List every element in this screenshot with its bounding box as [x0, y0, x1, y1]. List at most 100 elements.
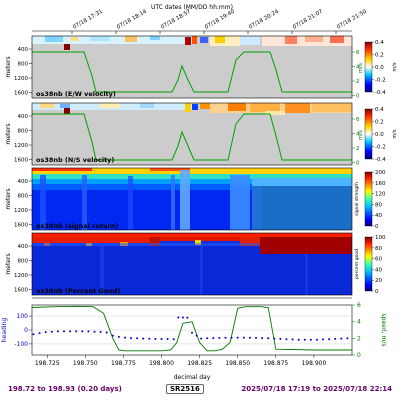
heading-point [56, 330, 59, 333]
top-tick-label: 07/18 17:31 [72, 9, 104, 31]
heading-point [200, 337, 203, 340]
heading-point [248, 336, 251, 339]
colorbar-2-label: m/s [392, 129, 398, 139]
x-tick-label: 198.900 [301, 360, 326, 367]
panel-1-speed-label: m/s [358, 63, 364, 73]
heading-tick-label: 0 [24, 327, 28, 334]
heading-point [181, 316, 184, 319]
heading-point [191, 331, 193, 334]
depth-tick-label: 400 [18, 179, 29, 185]
heading-point [273, 337, 276, 340]
speed-tick-label: 0 [356, 94, 360, 100]
heading-axis-label: heading [1, 318, 8, 342]
heading-point [291, 338, 294, 341]
speed-tick-label: 4 [356, 65, 360, 71]
panel-4-depth-axis: 400 800 1200 1600 [14, 244, 32, 294]
heading-point [297, 338, 300, 341]
depth-tick-label: 1600 [14, 288, 28, 294]
colorbar-3 [364, 171, 373, 227]
heading-tick-label: 100 [17, 313, 29, 320]
heading-point [117, 335, 120, 338]
colorbar-3-label: signal strength [354, 182, 360, 216]
heading-point [32, 333, 35, 336]
panel-2-depth-axis: 400 800 1200 1600 [14, 114, 32, 164]
heading-point [218, 336, 221, 339]
heading-points [32, 316, 349, 341]
colorbar-tick-label: 60 [375, 257, 382, 263]
colorbar-tick-label: 200 [375, 170, 386, 176]
heading-point [316, 338, 318, 341]
colorbar-2-ticks: 0.4 0.2 0.0 -0.2 -0.4 [372, 107, 386, 163]
panel-3-label: os38nb (signal return) [36, 222, 118, 230]
heading-point [63, 330, 65, 333]
heading-point [93, 330, 96, 333]
heading-point [105, 331, 108, 334]
heading-point [130, 337, 132, 340]
depth-tick-label: 1600 [14, 91, 28, 97]
colorbar-tick-label: 80 [375, 246, 382, 252]
heading-axis-ticks: 100 0 -100 [14, 313, 32, 348]
panel-3-depth-label: meters [5, 188, 12, 209]
heading-point [230, 336, 233, 339]
depth-tick-label: 400 [18, 114, 29, 120]
panel-2-speed-axis: 6 4 2 0 [352, 117, 360, 167]
colorbar-1-ticks: 0.4 0.2 0.0 -0.2 -0.4 [372, 40, 386, 96]
x-tick-label: 198.725 [35, 360, 60, 367]
speed-tick-label: 4 [357, 319, 361, 326]
speed-tick-label: 4 [356, 132, 360, 138]
speed-tick-label: 0 [356, 161, 360, 167]
panel-1-label: os38nb (E/W velocity) [36, 90, 116, 98]
colorbar-3-ticks: 200 160 120 80 40 0 [372, 170, 386, 230]
heading-point [177, 316, 180, 319]
heading-point [111, 334, 114, 337]
speed-axis-ticks: 6 4 2 0 [352, 302, 361, 359]
colorbar-1-label: m/s [392, 62, 398, 72]
cruise-id-button[interactable]: SR2516 [166, 384, 204, 394]
heading-point [236, 336, 239, 339]
panel-ns-velocity: os38nb (N/S velocity) 400 800 1200 1600 met… [5, 102, 398, 167]
depth-tick-label: 1600 [14, 158, 28, 164]
heading-point [285, 338, 288, 341]
depth-tick-label: 800 [18, 259, 29, 265]
heading-point [242, 336, 245, 339]
speed-tick-label: 0 [357, 352, 361, 359]
x-tick-label: 198.850 [225, 360, 250, 367]
speed-line [32, 305, 352, 352]
x-tick-label: 198.775 [111, 360, 136, 367]
depth-tick-label: 1200 [14, 143, 28, 149]
chart-title: UTC dates (MM/DD hh:mm) [151, 4, 233, 11]
colorbar-2 [364, 108, 373, 160]
colorbar-tick-label: 40 [375, 267, 382, 273]
panel-1-speed-axis: 6 4 2 0 [352, 50, 360, 100]
colorbar-tick-label: 0.0 [375, 65, 384, 71]
heading-point [99, 330, 102, 333]
colorbar-tick-label: 0.0 [375, 132, 384, 138]
colorbar-tick-label: -0.2 [375, 78, 386, 84]
heading-point [142, 337, 145, 340]
panel-3-depth-axis: 400 800 1200 1600 [14, 179, 32, 229]
heading-point [195, 334, 198, 337]
heading-point [328, 338, 331, 341]
colorbar-tick-label: 0.2 [375, 120, 384, 126]
top-tick-label: 07/18 19:40 [204, 9, 236, 31]
depth-tick-label: 1200 [14, 76, 28, 82]
panel-2-label: os38nb (N/S velocity) [36, 156, 114, 164]
panel-ew-velocity: os38nb (E/W velocity) 400 800 1200 1600 met… [5, 35, 398, 100]
heading-point [87, 330, 90, 333]
heading-point [136, 337, 139, 340]
panel-1-depth-axis: 400 800 1200 1600 [14, 47, 32, 97]
footer-time-range: 2025/07/18 17:19 to 2025/07/18 22:14 [241, 385, 392, 393]
colorbar-tick-label: 120 [375, 192, 386, 198]
heading-point [212, 337, 215, 340]
colorbar-tick-label: -0.2 [375, 145, 386, 151]
depth-tick-label: 1200 [14, 273, 28, 279]
heading-tick-label: -100 [14, 341, 28, 348]
heading-point [224, 336, 227, 339]
heading-point [160, 338, 163, 340]
depth-tick-label: 800 [18, 129, 29, 135]
heading-point [81, 330, 84, 333]
panel-4-label: os38nb (Percent Good) [36, 287, 120, 295]
speed-tick-label: 6 [356, 50, 360, 56]
heading-point [340, 337, 343, 340]
colorbar-tick-label: 0 [375, 224, 379, 230]
